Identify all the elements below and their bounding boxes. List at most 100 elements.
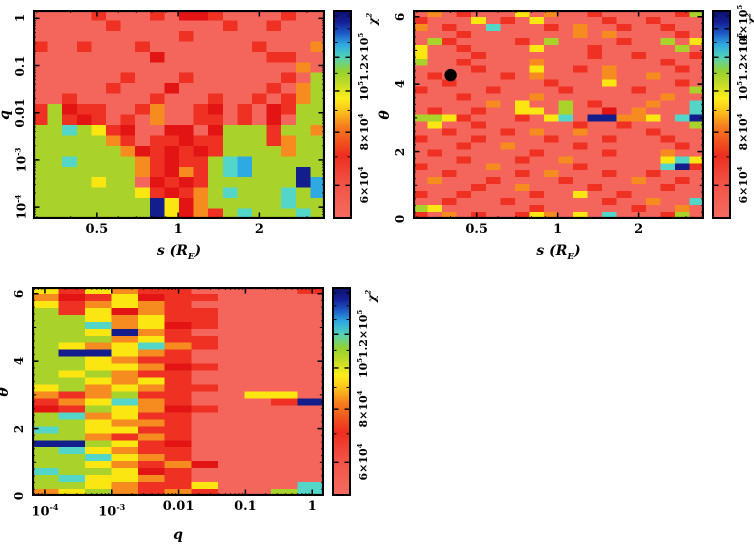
heatmap-cell — [138, 314, 166, 323]
heatmap-cell — [58, 475, 86, 483]
heatmap-cell — [217, 468, 245, 476]
heatmap-cell — [514, 163, 530, 171]
heatmap-cell — [485, 121, 501, 129]
heatmap-cell — [413, 205, 429, 213]
y-tick-label: 6 — [12, 289, 26, 298]
heatmap-cell — [500, 135, 516, 143]
heatmap-cell — [442, 191, 458, 199]
heatmap-cell — [252, 145, 268, 157]
heatmap-cell — [244, 349, 272, 358]
heatmap-cell — [208, 114, 224, 126]
heatmap-cell — [106, 10, 122, 21]
heatmap-cell — [111, 363, 139, 372]
heatmap-cell — [266, 93, 282, 105]
heatmap-cell — [514, 107, 530, 115]
heatmap-cell — [500, 107, 516, 115]
heatmap-cell — [602, 16, 618, 25]
heatmap-cell — [281, 177, 297, 189]
heatmap-cell — [149, 72, 165, 84]
heatmap-cell — [660, 72, 676, 81]
heatmap-cell — [76, 166, 92, 178]
heatmap-cell — [164, 433, 192, 441]
heatmap-cell — [179, 20, 195, 32]
heatmap-cell — [244, 335, 272, 344]
heatmap-cell — [33, 177, 49, 189]
heatmap-cell — [138, 475, 166, 483]
heatmap-cell — [529, 51, 545, 60]
heatmap-cell — [244, 328, 272, 337]
heatmap-cell — [297, 475, 324, 483]
heatmap-cell — [689, 212, 704, 219]
heatmap-cell — [120, 124, 136, 136]
heatmap-cell — [310, 93, 325, 105]
heatmap-cell — [500, 121, 516, 129]
heatmap-cell — [471, 121, 487, 129]
heatmap-cell — [674, 44, 690, 53]
heatmap-cell — [193, 51, 209, 63]
heatmap-cell — [222, 124, 238, 136]
heatmap-cell — [191, 412, 219, 420]
heatmap-cell — [674, 121, 690, 129]
heatmap-cell — [91, 93, 107, 105]
heatmap-cell — [631, 93, 647, 102]
heatmap-cell — [660, 121, 676, 129]
heatmap-cell — [32, 468, 60, 476]
heatmap-cell — [58, 342, 86, 351]
heatmap-cell — [244, 447, 272, 455]
heatmap-cell — [442, 121, 458, 129]
heatmap-cell — [164, 51, 180, 63]
heatmap-svg — [32, 287, 324, 496]
heatmap-cell — [427, 205, 443, 213]
heatmap-cell — [111, 433, 139, 441]
heatmap-cell — [217, 328, 245, 337]
heatmap-cell — [587, 128, 603, 136]
heatmap-cell — [514, 93, 530, 102]
heatmap-cell — [135, 198, 151, 210]
heatmap-cell — [217, 433, 245, 441]
heatmap-cell — [281, 145, 297, 157]
heatmap-cell — [543, 93, 559, 102]
heatmap-cell — [32, 398, 60, 406]
heatmap-cell — [660, 191, 676, 199]
heatmap-cell — [138, 321, 166, 330]
heatmap-cell — [191, 384, 219, 392]
heatmap-cell — [689, 44, 704, 53]
heatmap-cell — [135, 83, 151, 95]
heatmap-cell — [660, 198, 676, 206]
heatmap-cell — [252, 198, 268, 210]
heatmap-cell — [85, 342, 113, 351]
heatmap-cell — [297, 419, 324, 427]
heatmap-cell — [297, 356, 324, 365]
heatmap-cell — [47, 166, 63, 178]
heatmap-cell — [164, 468, 192, 476]
heatmap-cell — [244, 419, 272, 427]
heatmap-cell — [281, 198, 297, 210]
heatmap-cell — [266, 145, 282, 157]
heatmap-cell — [237, 156, 253, 168]
heatmap-cell — [660, 79, 676, 88]
heatmap-cell — [106, 135, 122, 147]
heatmap-cell — [237, 208, 253, 219]
heatmap-cell — [270, 426, 298, 434]
heatmap-cell — [135, 208, 151, 219]
heatmap-cell — [456, 58, 472, 67]
heatmap-cell — [297, 482, 324, 490]
heatmap-cell — [120, 135, 136, 147]
heatmap-cell — [191, 447, 219, 455]
heatmap-cell — [573, 114, 589, 122]
heatmap-cell — [529, 184, 545, 192]
heatmap-cell — [164, 93, 180, 105]
heatmap-cell — [485, 37, 501, 46]
heatmap-cell — [217, 475, 245, 483]
heatmap-cell — [413, 72, 429, 81]
heatmap-cell — [138, 454, 166, 462]
heatmap-cell — [281, 93, 297, 105]
heatmap-cell — [138, 287, 166, 295]
heatmap-cell — [674, 135, 690, 143]
heatmap-cell — [237, 104, 253, 115]
heatmap-cell — [208, 30, 224, 42]
heatmap-cell — [76, 135, 92, 147]
heatmap-cell — [616, 177, 632, 185]
heatmap-cell — [208, 20, 224, 32]
heatmap-cell — [413, 107, 429, 115]
